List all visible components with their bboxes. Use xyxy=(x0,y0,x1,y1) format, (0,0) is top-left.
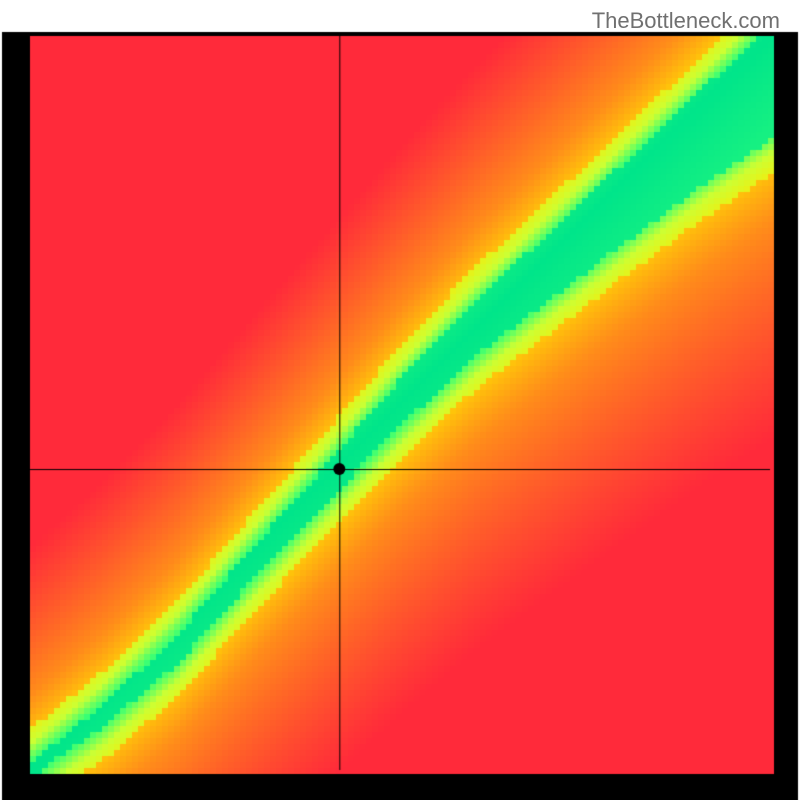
chart-container: TheBottleneck.com xyxy=(0,0,800,800)
heatmap-canvas xyxy=(0,0,800,800)
watermark-text: TheBottleneck.com xyxy=(592,8,780,34)
